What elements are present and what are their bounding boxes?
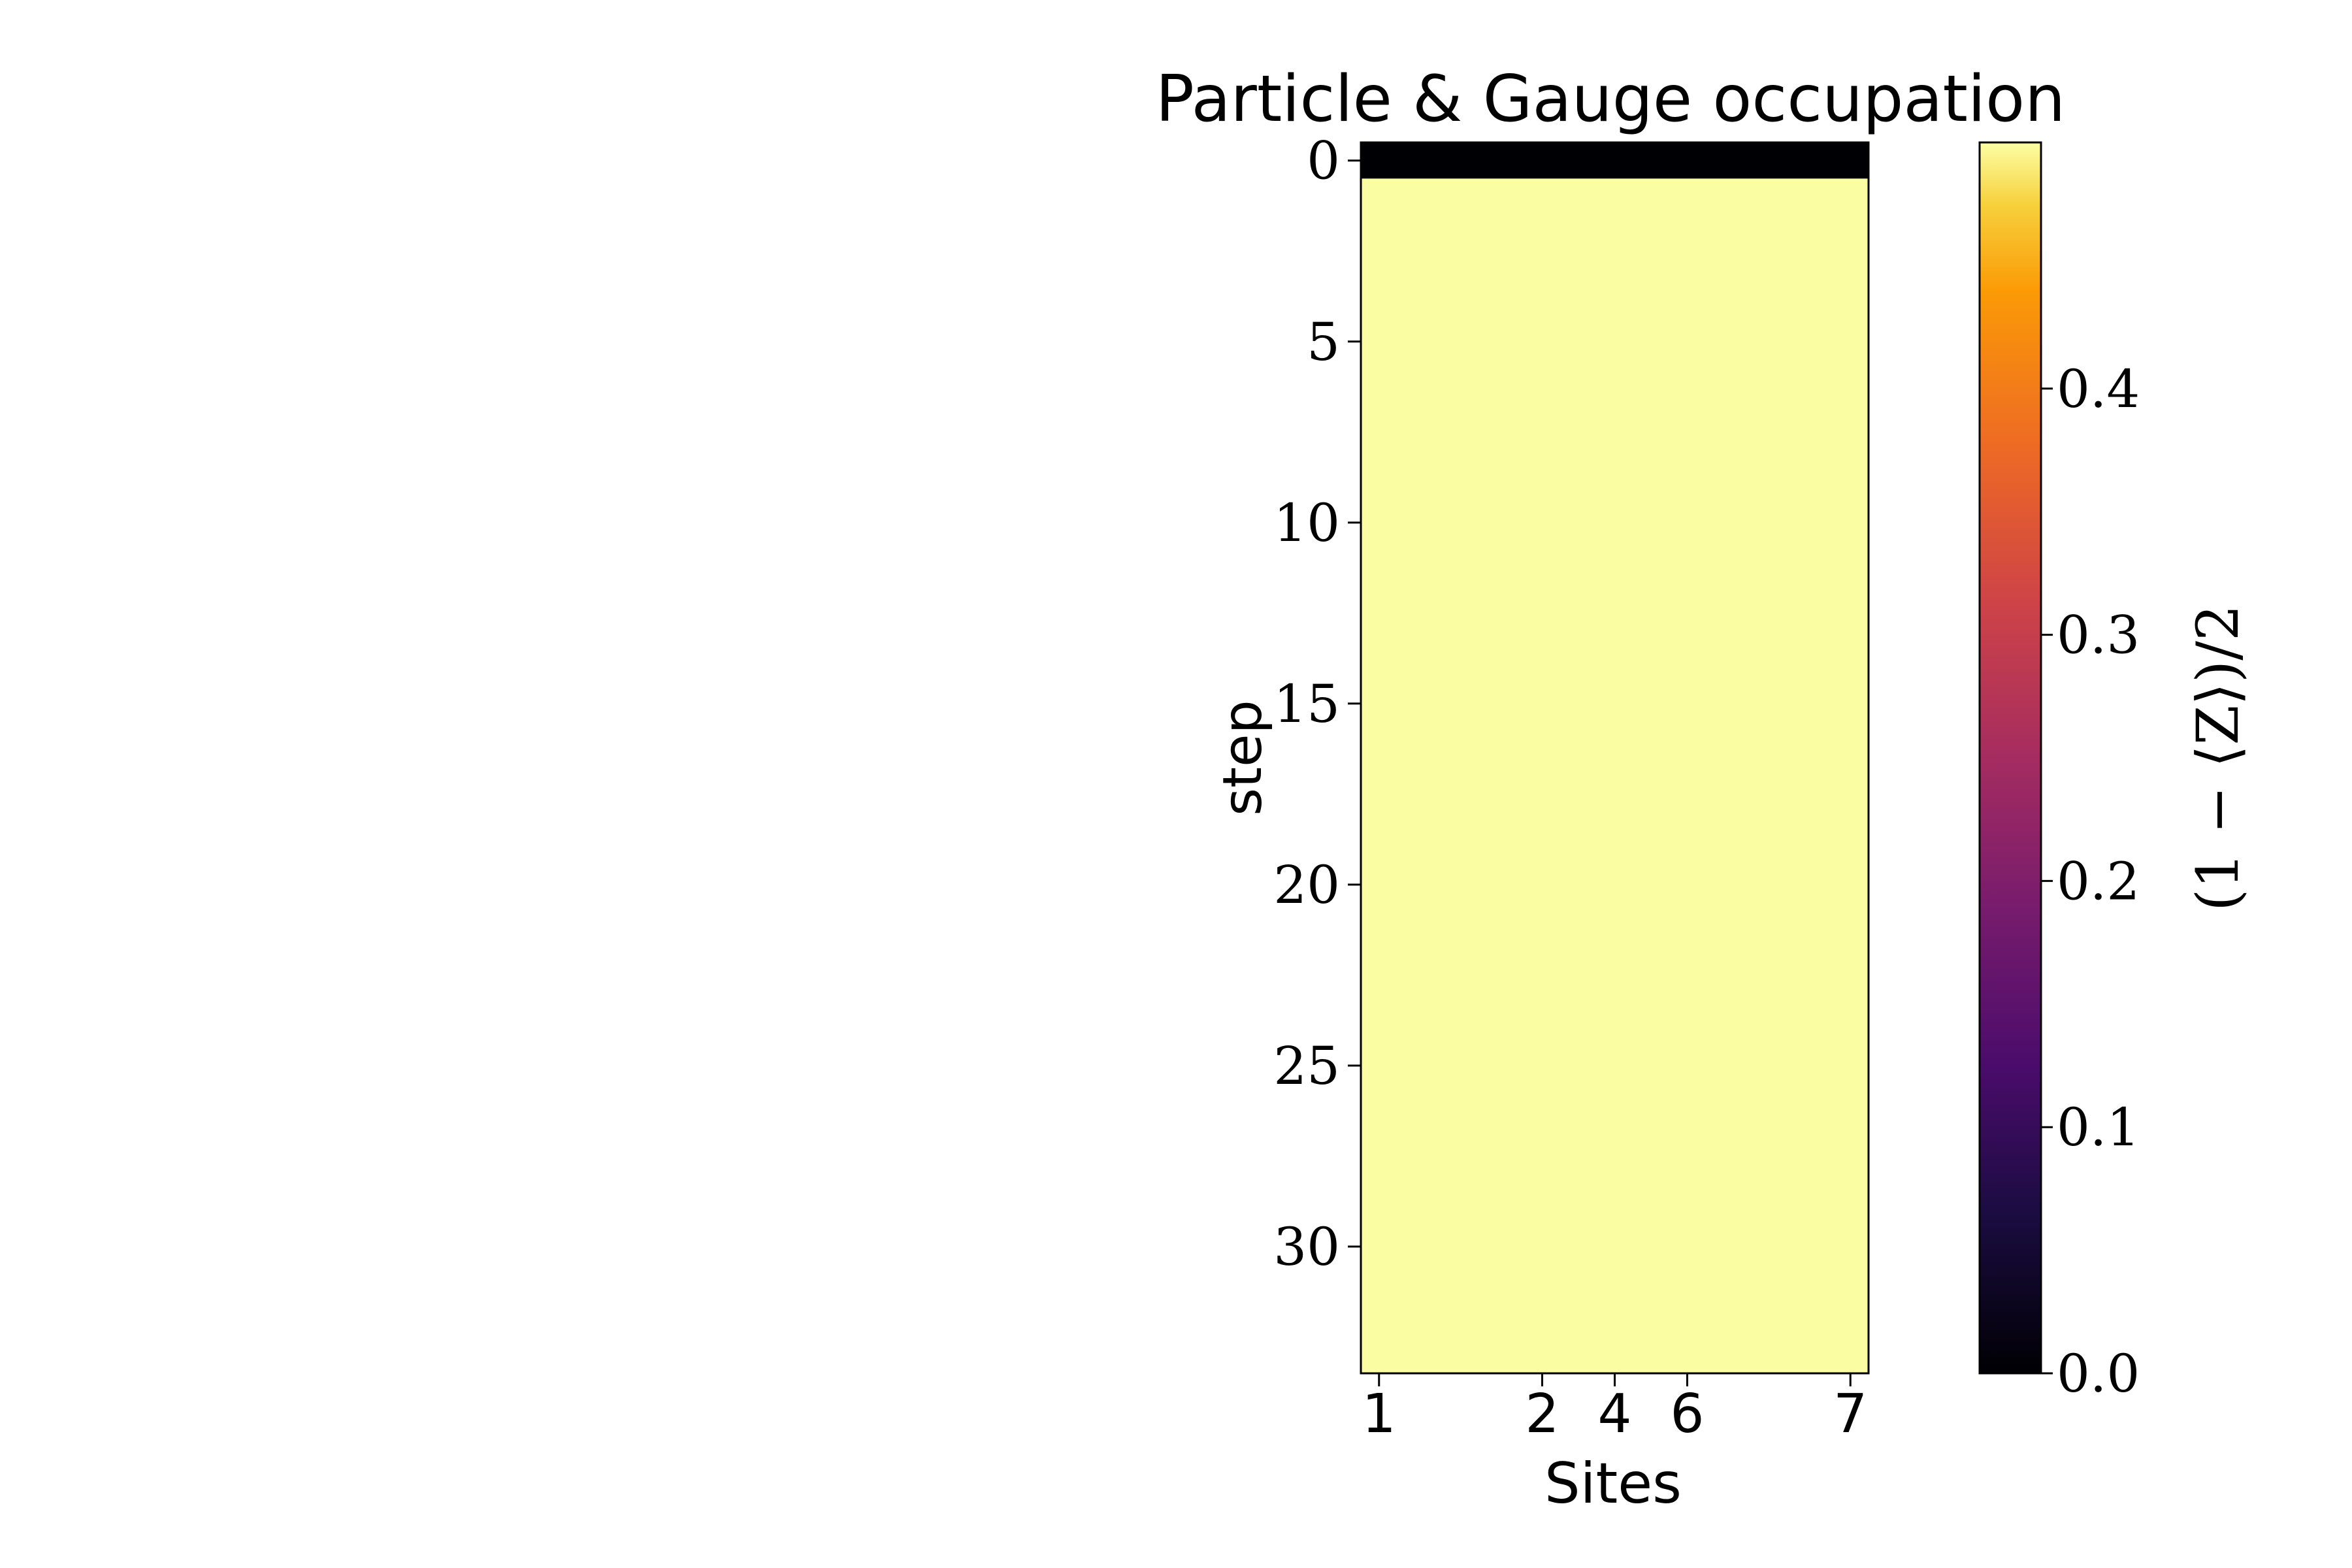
y-tick-label: 0 — [1307, 131, 1340, 191]
y-tick-label: 25 — [1273, 1036, 1340, 1096]
colorbar-tick-label: 0.4 — [2057, 359, 2140, 419]
y-tick-label: 10 — [1273, 493, 1340, 553]
x-tick-label: 2 — [1525, 1383, 1559, 1445]
x-tick-label: 4 — [1597, 1383, 1631, 1445]
colorbar — [1978, 141, 2042, 1375]
x-tick-label: 6 — [1670, 1383, 1704, 1445]
colorbar-ticks: 0.0 0.1 0.2 0.3 0.4 — [2041, 359, 2140, 1404]
x-tick-label: 7 — [1833, 1383, 1867, 1445]
x-tick-label: 1 — [1362, 1383, 1396, 1445]
colorbar-label: (1 − ⟨Z⟩)/2 — [2184, 604, 2251, 911]
y-tick-label: 15 — [1273, 674, 1340, 734]
heatmap-cells — [1361, 142, 1869, 1374]
y-tick-label: 30 — [1273, 1217, 1340, 1277]
colorbar-tick-label: 0.0 — [2057, 1343, 2140, 1404]
colorbar-tick-label: 0.1 — [2057, 1097, 2140, 1158]
x-axis-label: Sites — [1544, 1451, 1682, 1516]
colorbar-tick-label: 0.3 — [2057, 605, 2140, 666]
y-tick-label: 20 — [1273, 855, 1340, 915]
heatmap-row-0 — [1361, 142, 1869, 179]
y-tick-label: 5 — [1307, 312, 1340, 372]
y-axis: 0 5 10 15 20 25 30 — [1273, 131, 1361, 1277]
colorbar-tick-label: 0.2 — [2057, 851, 2140, 911]
heatmap-row-1 — [1361, 178, 1869, 1374]
chart-title: Particle & Gauge occupation — [1156, 62, 2065, 137]
y-axis-label: step — [1212, 700, 1274, 815]
